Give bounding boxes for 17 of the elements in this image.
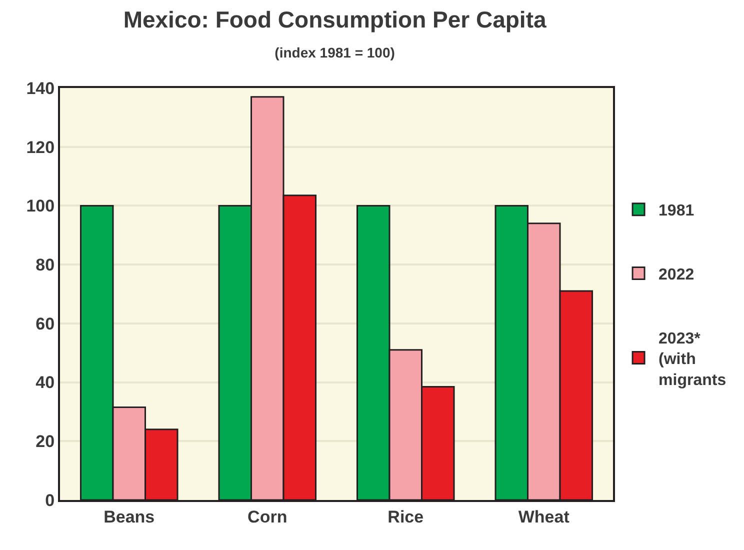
y-tick-label: 60: [36, 314, 55, 334]
legend-label: 2023* (with migrants: [658, 330, 726, 389]
y-tick-label: 0: [45, 490, 55, 510]
y-tick-label: 80: [36, 256, 55, 275]
y-tick-label: 40: [36, 373, 55, 392]
chart-title: Mexico: Food Consumption Per Capita: [123, 6, 546, 32]
legend-label: 1981: [658, 202, 694, 220]
x-tick-label: Wheat: [518, 507, 570, 526]
x-tick-label: Beans: [104, 507, 155, 526]
y-tick-label: 120: [26, 138, 55, 157]
legend-label: 2022: [658, 266, 694, 284]
y-tick-label: 20: [36, 432, 55, 452]
chart-subtitle: (index 1981 = 100): [274, 44, 395, 60]
y-tick-label: 100: [26, 196, 55, 216]
x-tick-label: Corn: [248, 507, 288, 526]
x-tick-label: Rice: [388, 507, 424, 526]
y-tick-label: 140: [26, 78, 55, 98]
